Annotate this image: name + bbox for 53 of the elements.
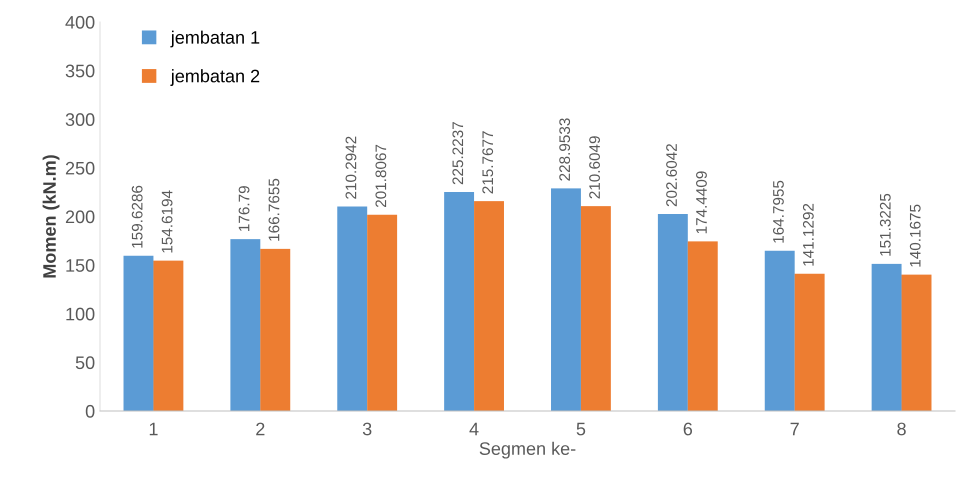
x-tick-label: 7	[790, 422, 799, 436]
y-tick-label: 350	[66, 64, 94, 78]
bar	[902, 274, 932, 411]
bar	[658, 214, 688, 411]
y-axis-title: Momen (kN.m)	[42, 155, 60, 278]
legend-label: jembatan 1	[170, 30, 260, 48]
bar	[764, 250, 795, 411]
bar	[444, 192, 474, 411]
x-tick-label: 8	[897, 422, 906, 436]
y-tick-label: 150	[66, 259, 94, 272]
y-tick-label: 100	[66, 308, 94, 320]
bar	[260, 248, 290, 411]
data-label: 151.3225	[880, 194, 891, 256]
legend-label: jembatan 2	[170, 69, 260, 86]
data-label: 141.1292	[802, 204, 814, 266]
y-tick-label: 200	[66, 210, 94, 224]
x-tick-label: 3	[362, 422, 372, 436]
bar	[153, 260, 184, 411]
bar	[872, 264, 902, 411]
y-tick-label: 50	[76, 356, 94, 370]
data-label: 201.8067	[375, 144, 386, 208]
bar	[474, 201, 504, 411]
y-tick-label: 300	[66, 113, 94, 126]
data-label: 140.1675	[910, 204, 921, 267]
data-label: 166.7655	[268, 178, 280, 241]
data-label: 215.7677	[482, 131, 494, 194]
data-label: 154.6194	[162, 190, 172, 253]
bar	[794, 274, 825, 411]
bar	[551, 188, 581, 411]
data-label: 225.2237	[452, 122, 464, 184]
x-tick-label: 5	[576, 422, 586, 436]
data-label: 202.6042	[666, 144, 677, 206]
bar	[337, 206, 368, 411]
bar	[367, 214, 398, 411]
data-label: 159.6286	[132, 186, 143, 248]
bar	[124, 256, 154, 411]
bar	[230, 239, 260, 411]
x-tick-label: 4	[469, 422, 479, 436]
y-tick-label: 0	[86, 404, 94, 418]
bar	[580, 206, 611, 411]
data-label: 210.6049	[589, 136, 600, 198]
data-label: 228.9533	[559, 118, 570, 181]
bar	[688, 241, 718, 411]
x-tick-label: 6	[684, 422, 692, 436]
data-label: 210.2942	[346, 136, 356, 199]
data-label: 174.4409	[696, 171, 707, 234]
data-label: 176.79	[238, 186, 250, 231]
x-tick-label: 1	[150, 422, 158, 436]
y-tick-label: 400	[65, 16, 94, 29]
y-tick-label: 250	[66, 162, 94, 175]
x-axis-title: Segmen ke-	[480, 442, 576, 459]
data-label: 164.7955	[773, 180, 784, 243]
x-tick-label: 2	[256, 422, 264, 436]
